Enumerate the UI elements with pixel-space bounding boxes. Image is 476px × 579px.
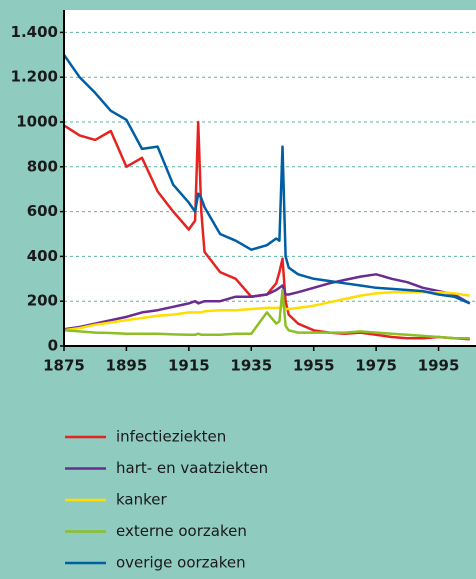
legend-label: infectieziekten xyxy=(116,428,226,446)
legend-label: kanker xyxy=(116,491,168,509)
x-tick-label: 1975 xyxy=(355,357,397,375)
y-tick-label: 1.400 xyxy=(11,23,58,41)
y-tick-label: 800 xyxy=(27,157,58,175)
y-tick-label: 1.200 xyxy=(11,68,58,86)
line-series xyxy=(63,120,470,341)
legend-label: externe oorzaken xyxy=(116,522,247,540)
plot-area xyxy=(64,10,476,346)
line-series xyxy=(63,273,471,331)
y-tick-label: 1000 xyxy=(16,113,58,131)
y-tick-label: 400 xyxy=(27,247,58,265)
x-tick-label: 1955 xyxy=(293,357,335,375)
line-series xyxy=(63,288,470,340)
legend-label: overige oorzaken xyxy=(116,554,246,572)
legend-label: hart- en vaatziekten xyxy=(116,459,268,477)
x-tick-label: 1875 xyxy=(43,357,85,375)
y-tick-label: 0 xyxy=(48,337,58,355)
x-tick-label: 1995 xyxy=(418,357,460,375)
y-tick-label: 200 xyxy=(27,292,58,310)
line-series xyxy=(63,290,470,332)
x-tick-label: 1915 xyxy=(168,357,210,375)
x-tick-label: 1935 xyxy=(230,357,272,375)
x-tick-label: 1895 xyxy=(106,357,148,375)
line-series xyxy=(62,54,471,305)
y-tick-label: 600 xyxy=(27,202,58,220)
